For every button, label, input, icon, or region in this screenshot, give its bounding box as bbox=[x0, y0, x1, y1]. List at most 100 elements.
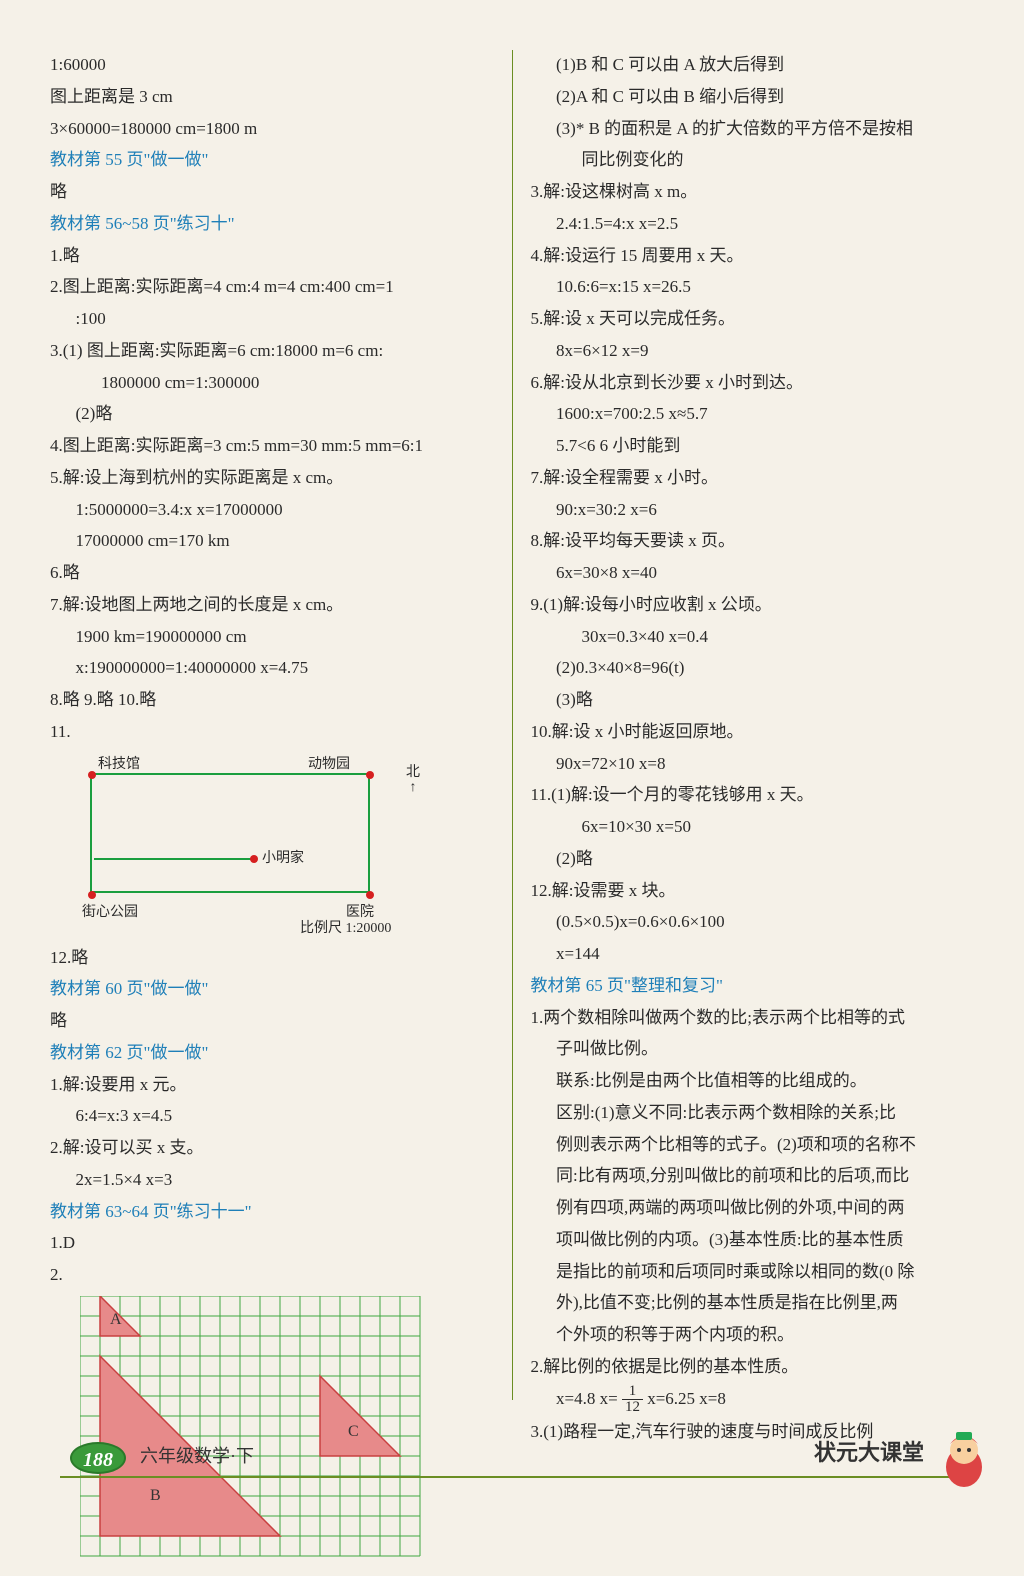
q-text: 8.略 9.略 10.略 bbox=[50, 685, 494, 715]
left-column: 1:60000 图上距离是 3 cm 3×60000=180000 cm=180… bbox=[40, 50, 504, 1400]
q-text: 1:5000000=3.4:x x=17000000 bbox=[50, 495, 494, 525]
para: 例则表示两个比相等的式子。(2)项和项的名称不 bbox=[531, 1130, 975, 1160]
label-scale: 比例尺 1:20000 bbox=[300, 917, 391, 942]
grid-svg: ABC bbox=[80, 1296, 430, 1576]
right-column: (1)B 和 C 可以由 A 放大后得到 (2)A 和 C 可以由 B 缩小后得… bbox=[521, 50, 985, 1400]
q-text: 4.解:设运行 15 周要用 x 天。 bbox=[531, 241, 975, 271]
q-text: 6.解:设从北京到长沙要 x 小时到达。 bbox=[531, 368, 975, 398]
q-text: 10.解:设 x 小时能返回原地。 bbox=[531, 717, 975, 747]
para: 项叫做比例的内项。(3)基本性质:比的基本性质 bbox=[531, 1225, 975, 1255]
q-text: 1800000 cm=1:300000 bbox=[50, 368, 494, 398]
q-text: x:190000000=1:40000000 x=4.75 bbox=[50, 653, 494, 683]
q-text: 7.解:设地图上两地之间的长度是 x cm。 bbox=[50, 590, 494, 620]
q-text: 4.图上距离:实际距离=3 cm:5 mm=30 mm:5 mm=6:1 bbox=[50, 431, 494, 461]
q-text: 6x=30×8 x=40 bbox=[531, 558, 975, 588]
q-text: 90x=72×10 x=8 bbox=[531, 749, 975, 779]
q-text: 2.4:1.5=4:x x=2.5 bbox=[531, 209, 975, 239]
q-text: 11.(1)解:设一个月的零花钱够用 x 天。 bbox=[531, 780, 975, 810]
q-text: 11. bbox=[50, 717, 494, 747]
para: 1.两个数相除叫做两个数的比;表示两个比相等的式 bbox=[531, 1003, 975, 1033]
q-text: 8.解:设平均每天要读 x 页。 bbox=[531, 526, 975, 556]
q-text: (3)略 bbox=[531, 685, 975, 715]
footer-left-text: 六年级数学·下 bbox=[140, 1441, 254, 1473]
q-text: 5.解:设上海到杭州的实际距离是 x cm。 bbox=[50, 463, 494, 493]
q-text: 3.解:设这棵树高 x m。 bbox=[531, 177, 975, 207]
q-text: 1900 km=190000000 cm bbox=[50, 622, 494, 652]
text: (3)* B 的面积是 A 的扩大倍数的平方倍不是按相 bbox=[531, 114, 975, 144]
q-text: 2.解:设可以买 x 支。 bbox=[50, 1133, 494, 1163]
text: 同比例变化的 bbox=[531, 145, 975, 175]
para: 外),比值不变;比例的基本性质是指在比例里,两 bbox=[531, 1288, 975, 1318]
para: 是指比的前项和后项同时乘或除以相同的数(0 除 bbox=[531, 1257, 975, 1287]
q-text: (2)略 bbox=[50, 399, 494, 429]
denominator: 12 bbox=[622, 1400, 643, 1415]
section-heading: 教材第 65 页"整理和复习" bbox=[531, 971, 975, 1001]
q-text: 2. bbox=[50, 1260, 494, 1290]
q-text: 2.图上距离:实际距离=4 cm:4 m=4 cm:400 cm=1 bbox=[50, 272, 494, 302]
q-text: 8x=6×12 x=9 bbox=[531, 336, 975, 366]
q-text: x=144 bbox=[531, 939, 975, 969]
text: 略 bbox=[50, 1006, 494, 1036]
q-text: 90:x=30:2 x=6 bbox=[531, 495, 975, 525]
label-home: 小明家 bbox=[262, 847, 304, 872]
q-text: (2)略 bbox=[531, 844, 975, 874]
q-text: 2x=1.5×4 x=3 bbox=[50, 1165, 494, 1195]
dot-park bbox=[88, 891, 96, 899]
para: 联系:比例是由两个比值相等的比组成的。 bbox=[531, 1066, 975, 1096]
q-text: 30x=0.3×40 x=0.4 bbox=[531, 622, 975, 652]
page-footer: 188 六年级数学·下 状元大课堂 bbox=[0, 1442, 1024, 1502]
numerator: 1 bbox=[622, 1384, 643, 1400]
q-text: (2)0.3×40×8=96(t) bbox=[531, 653, 975, 683]
label-park: 街心公园 bbox=[82, 901, 138, 926]
q-text: 6:4=x:3 x=4.5 bbox=[50, 1101, 494, 1131]
text: (2)A 和 C 可以由 B 缩小后得到 bbox=[531, 82, 975, 112]
arrow-icon: ↑ bbox=[410, 780, 417, 795]
q-text: 1600:x=700:2.5 x≈5.7 bbox=[531, 399, 975, 429]
q-text: 10.6:6=x:15 x=26.5 bbox=[531, 272, 975, 302]
q-text: 12.略 bbox=[50, 943, 494, 973]
q-text: 6.略 bbox=[50, 558, 494, 588]
q-text: x=4.8 x= 1 12 x=6.25 x=8 bbox=[531, 1384, 975, 1416]
grid-diagram: ABC bbox=[80, 1296, 430, 1576]
q-text: 17000000 cm=170 km bbox=[50, 526, 494, 556]
q-text: :100 bbox=[50, 304, 494, 334]
eq-part: x=6.25 x=8 bbox=[647, 1389, 726, 1408]
eq-part: x=4.8 x= bbox=[556, 1389, 618, 1408]
north-arrow: 北 ↑ bbox=[406, 765, 420, 796]
svg-text:C: C bbox=[348, 1423, 359, 1440]
para: 例有四项,两端的两项叫做比例的外项,中间的两 bbox=[531, 1193, 975, 1223]
q-text: (0.5×0.5)x=0.6×0.6×100 bbox=[531, 907, 975, 937]
section-heading: 教材第 55 页"做一做" bbox=[50, 145, 494, 175]
para: 同:比有两项,分别叫做比的前项和比的后项,而比 bbox=[531, 1161, 975, 1191]
q-text: 12.解:设需要 x 块。 bbox=[531, 876, 975, 906]
content-columns: 1:60000 图上距离是 3 cm 3×60000=180000 cm=180… bbox=[40, 50, 984, 1400]
q-text: 1.解:设要用 x 元。 bbox=[50, 1070, 494, 1100]
mascot-icon bbox=[934, 1422, 994, 1492]
footer-divider bbox=[60, 1476, 964, 1478]
text: 图上距离是 3 cm bbox=[50, 82, 494, 112]
text: 略 bbox=[50, 177, 494, 207]
text: (1)B 和 C 可以由 A 放大后得到 bbox=[531, 50, 975, 80]
q-text: 3.(1) 图上距离:实际距离=6 cm:18000 m=6 cm: bbox=[50, 336, 494, 366]
text: 1:60000 bbox=[50, 50, 494, 80]
svg-text:A: A bbox=[110, 1311, 122, 1328]
q-text: 7.解:设全程需要 x 小时。 bbox=[531, 463, 975, 493]
q-text: 5.解:设 x 天可以完成任务。 bbox=[531, 304, 975, 334]
section-heading: 教材第 60 页"做一做" bbox=[50, 974, 494, 1004]
q-text: 5.7<6 6 小时能到 bbox=[531, 431, 975, 461]
north-label: 北 bbox=[406, 765, 420, 780]
column-divider bbox=[512, 50, 513, 1400]
para: 区别:(1)意义不同:比表示两个数相除的关系;比 bbox=[531, 1098, 975, 1128]
section-heading: 教材第 56~58 页"练习十" bbox=[50, 209, 494, 239]
para: 子叫做比例。 bbox=[531, 1034, 975, 1064]
q-text: 2.解比例的依据是比例的基本性质。 bbox=[531, 1352, 975, 1382]
q-text: 6x=10×30 x=50 bbox=[531, 812, 975, 842]
dot-home bbox=[250, 855, 258, 863]
fraction: 1 12 bbox=[622, 1384, 643, 1415]
q-text: 9.(1)解:设每小时应收割 x 公顷。 bbox=[531, 590, 975, 620]
text: 3×60000=180000 cm=1800 m bbox=[50, 114, 494, 144]
section-heading: 教材第 63~64 页"练习十一" bbox=[50, 1197, 494, 1227]
dot-hospital bbox=[366, 891, 374, 899]
section-heading: 教材第 62 页"做一做" bbox=[50, 1038, 494, 1068]
para: 个外项的积等于两个内项的积。 bbox=[531, 1320, 975, 1350]
